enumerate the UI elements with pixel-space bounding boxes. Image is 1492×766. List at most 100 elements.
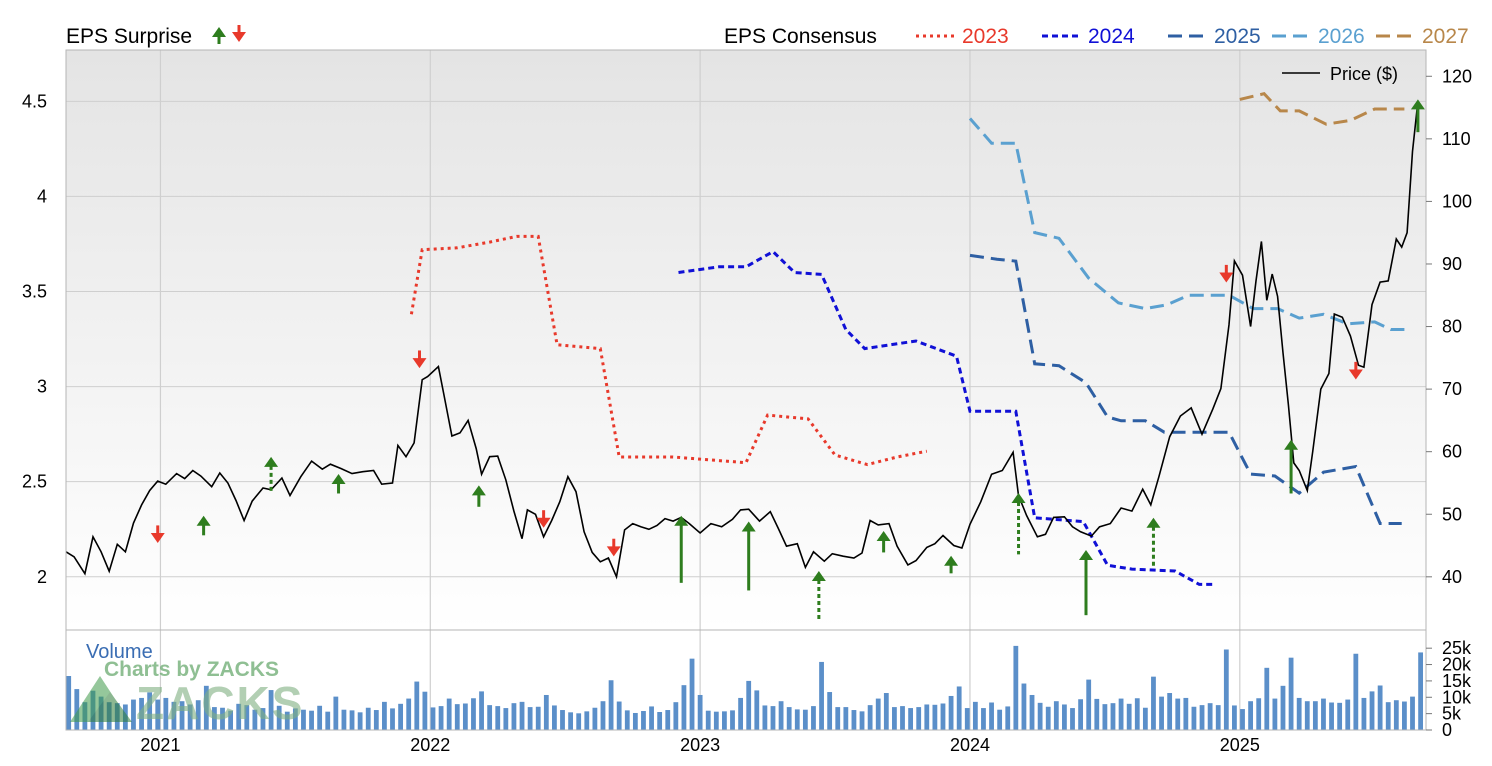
price-tick-label: 80 bbox=[1442, 317, 1462, 337]
consensus-line-2023 bbox=[409, 234, 928, 467]
volume-bar bbox=[851, 710, 857, 730]
volume-bar bbox=[738, 697, 744, 730]
volume-bar bbox=[203, 685, 209, 730]
volume-bar bbox=[471, 698, 476, 730]
volume-bar bbox=[1199, 705, 1205, 730]
surprise-up-arrow bbox=[1011, 492, 1026, 555]
volume-bar bbox=[462, 703, 468, 730]
volume-bar bbox=[244, 705, 250, 730]
price-tick-label: 90 bbox=[1442, 254, 1462, 274]
volume-bar bbox=[705, 710, 711, 730]
volume-bar bbox=[624, 710, 630, 730]
eps-tick-label: 3 bbox=[37, 377, 47, 397]
volume-bar bbox=[908, 708, 914, 730]
volume-bar bbox=[1385, 702, 1391, 730]
surprise-down-arrow bbox=[150, 525, 165, 544]
legend-label-2024: 2024 bbox=[1088, 25, 1135, 48]
price-tick-label: 40 bbox=[1442, 567, 1462, 587]
volume-bar bbox=[373, 710, 379, 730]
volume-bar bbox=[560, 710, 565, 730]
volume-bar bbox=[519, 701, 525, 730]
legend-label-2023: 2023 bbox=[962, 25, 1009, 48]
volume-bar bbox=[1118, 698, 1124, 730]
volume-bar bbox=[1045, 706, 1051, 730]
volume-bar bbox=[131, 699, 136, 730]
volume-bar bbox=[309, 710, 314, 730]
volume-bar bbox=[1232, 705, 1237, 730]
volume-bar bbox=[552, 705, 557, 730]
volume-bar bbox=[66, 676, 72, 730]
surprise-arrow-head bbox=[196, 515, 211, 526]
volume-bar bbox=[600, 701, 606, 730]
volume-bar bbox=[1183, 697, 1189, 730]
volume-bar bbox=[1296, 697, 1302, 730]
volume-bar bbox=[1021, 683, 1027, 730]
volume-bar bbox=[1175, 698, 1181, 730]
volume-bar bbox=[1353, 653, 1359, 730]
price-line bbox=[65, 101, 1419, 580]
volume-bar bbox=[665, 710, 671, 730]
surprise-up-arrow bbox=[674, 515, 689, 583]
volume-bar bbox=[827, 692, 833, 730]
consensus-line-2024 bbox=[678, 249, 1216, 586]
surprise-up-arrow bbox=[1079, 550, 1093, 616]
volume-bar bbox=[932, 704, 938, 730]
volume-bar bbox=[212, 707, 217, 730]
volume-bar bbox=[187, 704, 193, 730]
volume-bar bbox=[1402, 701, 1407, 730]
volume-bar bbox=[292, 708, 298, 730]
volume-bar bbox=[875, 698, 881, 730]
grid bbox=[66, 50, 1426, 730]
legend-label-2025: 2025 bbox=[1214, 25, 1261, 48]
volume-label: Volume bbox=[86, 641, 153, 663]
surprise-arrow-head bbox=[876, 531, 891, 542]
volume-bar bbox=[989, 702, 994, 730]
volume-bar bbox=[284, 711, 290, 730]
plot-background bbox=[66, 50, 1426, 630]
volume-bar bbox=[365, 707, 371, 730]
volume-bar bbox=[1369, 691, 1375, 730]
volume-bar bbox=[1167, 693, 1173, 730]
consensus-line-2025 bbox=[969, 253, 1402, 525]
axes: 2 2.5 3 3.5 4 4.5 2021 2022 2023 2024 2025 40 50 60 70… bbox=[22, 66, 1472, 755]
volume-bar bbox=[786, 707, 792, 730]
surprise-down-arrow bbox=[412, 350, 427, 369]
volume-bar bbox=[649, 706, 654, 730]
volume-bar bbox=[1086, 679, 1092, 730]
surprise-up-arrow bbox=[471, 485, 486, 507]
volume-bar bbox=[1191, 706, 1197, 730]
volume-bar bbox=[746, 680, 752, 730]
volume-bar bbox=[924, 704, 930, 730]
surprise-arrow-head bbox=[1146, 517, 1161, 528]
volume-bar bbox=[1005, 706, 1011, 730]
surprise-arrow-head bbox=[412, 358, 427, 369]
volume-bar bbox=[1102, 704, 1108, 730]
volume-bar bbox=[972, 701, 978, 730]
volume-bar bbox=[576, 713, 582, 730]
legend-label-2026: 2026 bbox=[1318, 25, 1365, 48]
surprise-arrow-head bbox=[674, 515, 689, 526]
volume-tick-label: 0 bbox=[1442, 720, 1452, 740]
volume-bar bbox=[479, 691, 484, 730]
volume-tick-label: 5k bbox=[1442, 704, 1462, 724]
eps-surprise-label: EPS Surprise bbox=[66, 25, 192, 48]
volume-bar bbox=[1418, 652, 1424, 730]
surprise-down-arrow bbox=[536, 510, 551, 528]
price-tick-label: 60 bbox=[1442, 442, 1462, 462]
volume-bar bbox=[770, 706, 776, 730]
volume-bar bbox=[819, 661, 824, 730]
surprise-arrows bbox=[150, 99, 1425, 619]
volume-bar bbox=[632, 712, 638, 730]
volume-bar bbox=[1393, 700, 1399, 730]
volume-bar bbox=[1094, 698, 1100, 730]
volume-bar bbox=[1280, 685, 1286, 730]
volume-bar bbox=[997, 709, 1003, 730]
surprise-arrow-head bbox=[1079, 550, 1093, 561]
volume-bar bbox=[681, 685, 687, 730]
volume-bar bbox=[940, 703, 946, 730]
volume-bar bbox=[1304, 701, 1310, 730]
volume-tick-label: 20k bbox=[1442, 655, 1472, 675]
volume-bar bbox=[1215, 705, 1221, 730]
volume-bar bbox=[454, 704, 460, 730]
volume-bar bbox=[843, 707, 849, 730]
